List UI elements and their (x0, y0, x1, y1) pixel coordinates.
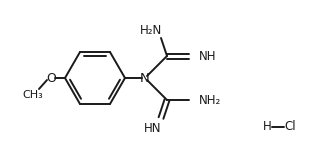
Text: HN: HN (144, 122, 162, 135)
Text: NH: NH (199, 49, 216, 62)
Text: Cl: Cl (284, 120, 296, 133)
Text: O: O (46, 71, 56, 84)
Text: NH₂: NH₂ (199, 93, 221, 106)
Text: H: H (263, 120, 271, 133)
Text: N: N (140, 71, 150, 84)
Text: H₂N: H₂N (140, 24, 162, 36)
Text: CH₃: CH₃ (23, 90, 43, 100)
